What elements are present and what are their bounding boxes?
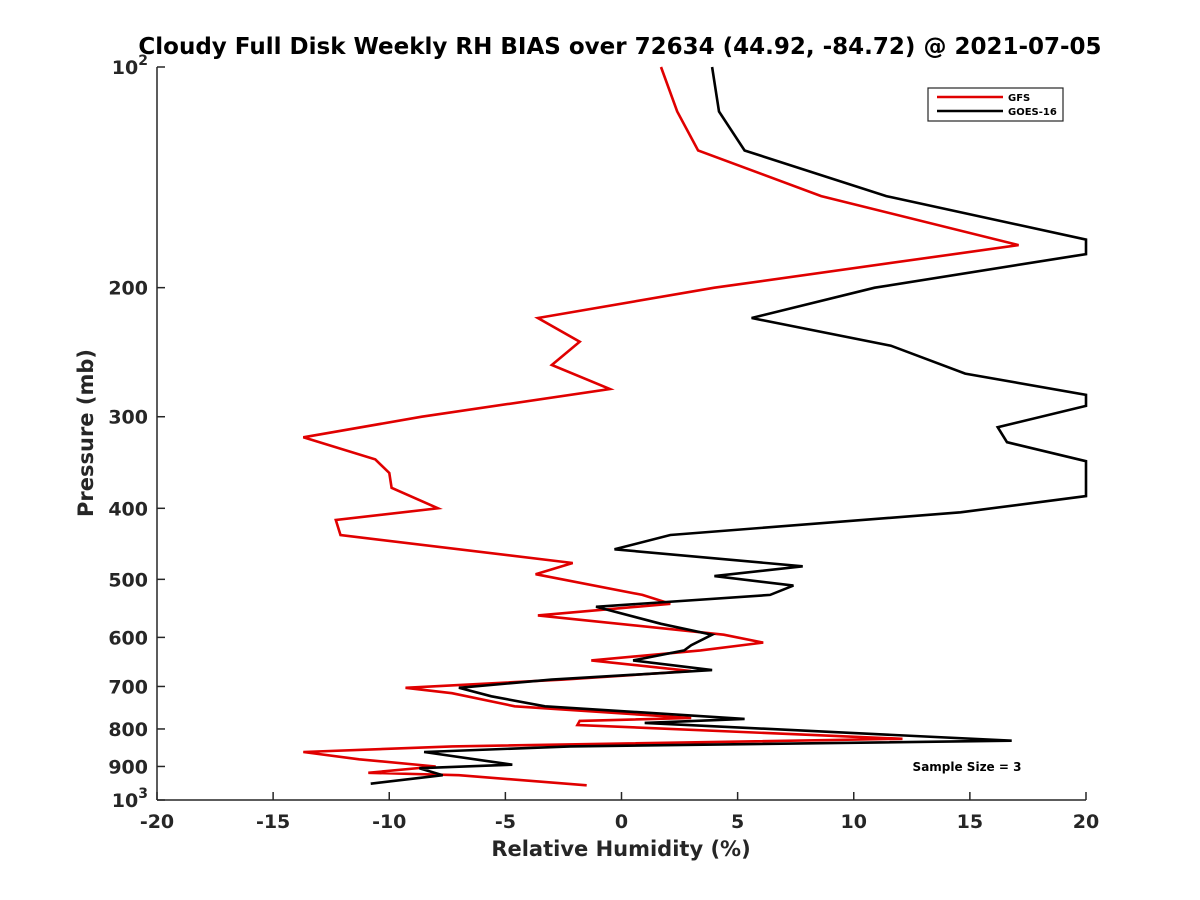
y-tick-label: 300 xyxy=(108,407,148,429)
legend-label: GFS xyxy=(1008,93,1030,104)
x-tick-label: -20 xyxy=(140,811,174,833)
x-tick-label: 20 xyxy=(1073,811,1099,833)
series-layer xyxy=(302,66,1088,787)
power-base: 10 xyxy=(112,57,138,79)
legend: GFS GOES-16 xyxy=(927,87,1064,122)
x-tick-label: 10 xyxy=(841,811,867,833)
chart-title: Cloudy Full Disk Weekly RH BIAS over 726… xyxy=(138,34,1101,60)
x-axis-label: Relative Humidity (%) xyxy=(491,837,750,861)
series-line-goes-16 xyxy=(370,66,1088,785)
x-tick-label: -5 xyxy=(495,811,516,833)
power-base: 10 xyxy=(112,790,138,812)
y-tick-label: 900 xyxy=(108,756,148,778)
y-tick-label: 400 xyxy=(108,498,148,520)
series-line-gfs xyxy=(302,66,1019,787)
legend-label: GOES-16 xyxy=(1008,107,1057,118)
y-tick-label: 700 xyxy=(108,676,148,698)
x-tick-label: -15 xyxy=(256,811,290,833)
sample-size-annotation: Sample Size = 3 xyxy=(913,760,1022,774)
power-exponent: 2 xyxy=(138,53,148,69)
y-tick-label: 200 xyxy=(108,278,148,300)
x-tick-label: -10 xyxy=(372,811,406,833)
y-tick-label: 600 xyxy=(108,627,148,649)
y-axis-label: Pressure (mb) xyxy=(74,349,98,517)
x-ticks: -20 -15 -10 -5 0 5 10 15 20 xyxy=(140,792,1099,833)
legend-box xyxy=(927,87,1064,122)
y-tick-label-power: 102 xyxy=(112,53,148,79)
y-tick-label-power: 103 xyxy=(112,786,148,812)
y-tick-label: 800 xyxy=(108,719,148,741)
x-tick-label: 5 xyxy=(731,811,744,833)
x-tick-label: 15 xyxy=(957,811,983,833)
plot-area: -20 -15 -10 -5 0 5 10 15 20 200 300 400 500 600 700 80… xyxy=(108,53,1099,833)
legend-items: GFS GOES-16 xyxy=(937,93,1057,118)
y-tick-label: 500 xyxy=(108,569,148,591)
x-tick-label: 0 xyxy=(615,811,628,833)
power-exponent: 3 xyxy=(138,786,148,802)
